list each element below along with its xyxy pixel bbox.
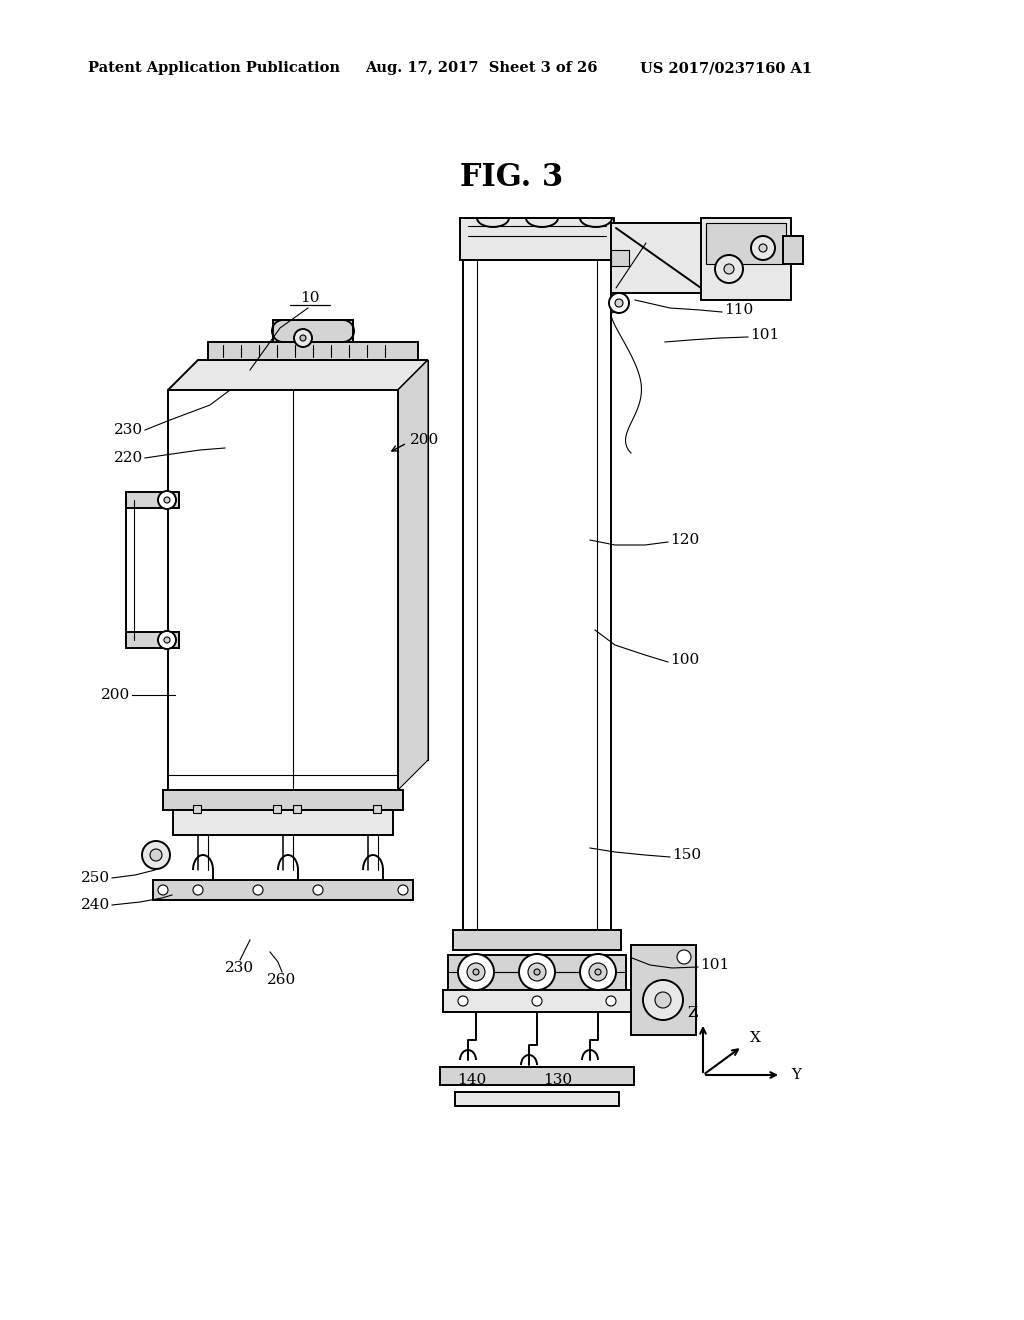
- Bar: [193, 805, 201, 813]
- Bar: [611, 249, 629, 267]
- Bar: [198, 360, 428, 760]
- Circle shape: [150, 849, 162, 861]
- Polygon shape: [168, 360, 428, 389]
- Circle shape: [528, 964, 546, 981]
- Bar: [168, 389, 398, 789]
- Bar: [455, 1092, 618, 1106]
- Text: 150: 150: [672, 847, 701, 862]
- Bar: [440, 1067, 634, 1085]
- Text: Y: Y: [791, 1068, 801, 1082]
- Bar: [373, 805, 381, 813]
- Circle shape: [595, 969, 601, 975]
- Circle shape: [398, 884, 408, 895]
- Circle shape: [313, 884, 323, 895]
- Text: 230: 230: [114, 422, 143, 437]
- Circle shape: [294, 329, 312, 347]
- Text: 200: 200: [410, 433, 439, 447]
- Bar: [443, 990, 631, 1012]
- Text: 200: 200: [100, 688, 130, 702]
- Text: 110: 110: [724, 304, 754, 317]
- Bar: [126, 492, 179, 508]
- Text: 101: 101: [750, 327, 779, 342]
- Circle shape: [164, 638, 170, 643]
- Text: 240: 240: [81, 898, 110, 912]
- Circle shape: [589, 964, 607, 981]
- Circle shape: [519, 954, 555, 990]
- Text: Patent Application Publication: Patent Application Publication: [88, 61, 340, 75]
- Bar: [449, 954, 626, 990]
- Circle shape: [759, 244, 767, 252]
- Circle shape: [724, 264, 734, 275]
- Circle shape: [580, 954, 616, 990]
- Bar: [783, 236, 803, 264]
- Circle shape: [715, 255, 743, 282]
- Circle shape: [677, 950, 691, 964]
- Text: 230: 230: [225, 961, 255, 975]
- Circle shape: [473, 969, 479, 975]
- Text: 220: 220: [114, 451, 143, 465]
- Circle shape: [158, 884, 168, 895]
- Text: 140: 140: [458, 1073, 486, 1086]
- Bar: [701, 218, 791, 300]
- Text: Z: Z: [688, 1006, 698, 1020]
- Bar: [208, 342, 418, 360]
- Text: 120: 120: [670, 533, 699, 546]
- Circle shape: [534, 969, 540, 975]
- Bar: [153, 880, 413, 900]
- Bar: [463, 260, 611, 931]
- Circle shape: [300, 335, 306, 341]
- Circle shape: [643, 979, 683, 1020]
- Bar: [293, 805, 301, 813]
- Bar: [706, 223, 786, 264]
- Bar: [126, 632, 179, 648]
- Circle shape: [615, 300, 623, 308]
- Text: FIG. 3: FIG. 3: [461, 162, 563, 194]
- Text: 101: 101: [700, 958, 729, 972]
- Circle shape: [164, 498, 170, 503]
- Bar: [273, 319, 353, 342]
- Bar: [453, 931, 621, 950]
- Bar: [273, 805, 281, 813]
- Circle shape: [532, 997, 542, 1006]
- Circle shape: [158, 631, 176, 649]
- Text: 250: 250: [81, 871, 110, 884]
- Circle shape: [609, 293, 629, 313]
- Polygon shape: [398, 360, 428, 789]
- Bar: [173, 810, 393, 836]
- Circle shape: [751, 236, 775, 260]
- Text: 100: 100: [670, 653, 699, 667]
- Circle shape: [606, 997, 616, 1006]
- Bar: [460, 218, 614, 260]
- Text: 130: 130: [544, 1073, 572, 1086]
- Circle shape: [655, 993, 671, 1008]
- Circle shape: [158, 491, 176, 510]
- Bar: [163, 789, 403, 810]
- Circle shape: [458, 997, 468, 1006]
- Circle shape: [467, 964, 485, 981]
- Circle shape: [253, 884, 263, 895]
- Bar: [631, 945, 696, 1035]
- Text: 10: 10: [300, 290, 319, 305]
- Circle shape: [193, 884, 203, 895]
- Text: US 2017/0237160 A1: US 2017/0237160 A1: [640, 61, 812, 75]
- Text: 260: 260: [267, 973, 297, 987]
- Circle shape: [142, 841, 170, 869]
- Text: Aug. 17, 2017  Sheet 3 of 26: Aug. 17, 2017 Sheet 3 of 26: [365, 61, 597, 75]
- Circle shape: [458, 954, 494, 990]
- Text: X: X: [750, 1031, 761, 1045]
- Bar: [611, 223, 706, 293]
